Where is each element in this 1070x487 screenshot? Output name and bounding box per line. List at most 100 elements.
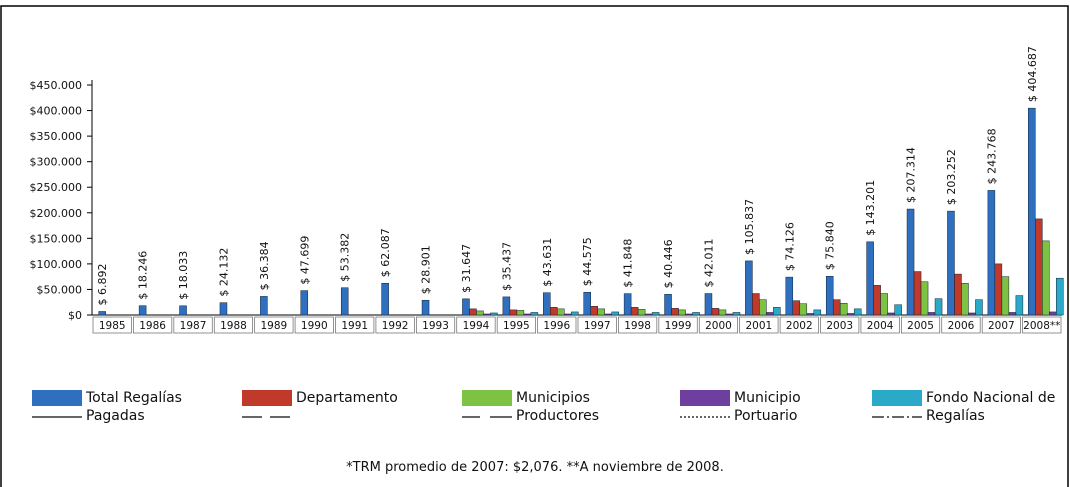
bar — [825, 275, 834, 316]
bar — [1035, 218, 1043, 316]
frame — [0, 5, 1069, 487]
bar — [138, 305, 147, 316]
value-label: $ 47.699 — [298, 236, 311, 285]
bar — [994, 263, 1003, 316]
bar — [866, 241, 874, 316]
bar — [469, 308, 477, 316]
category-cell — [698, 316, 739, 334]
bar — [718, 309, 727, 316]
x-tick-label: 1995 — [503, 320, 530, 332]
bar — [421, 299, 430, 316]
category-cell — [900, 316, 941, 334]
bar — [502, 296, 511, 316]
category-cell — [739, 316, 779, 334]
y-tick-label: $300.000 — [30, 156, 83, 169]
x-tick-label: 1994 — [463, 320, 490, 332]
category-cell — [820, 316, 860, 334]
value-label: $ 40.446 — [662, 239, 675, 288]
bar — [583, 291, 591, 316]
bar — [637, 309, 646, 316]
value-label: $ 6.892 — [96, 263, 109, 305]
bar — [906, 208, 915, 316]
value-label: $ 143.201 — [864, 180, 877, 236]
bar — [490, 312, 498, 316]
value-label: $ 74.126 — [783, 222, 796, 271]
y-tick-label: $0 — [68, 309, 82, 322]
x-tick-label: 2000 — [705, 320, 732, 332]
category-cell — [254, 316, 294, 334]
bar — [1028, 107, 1036, 316]
category-cell — [456, 316, 496, 334]
category-cell — [1022, 316, 1062, 334]
legend-label: Municipios Productores — [516, 390, 600, 424]
value-label: $ 62.087 — [379, 228, 392, 277]
bar — [711, 308, 720, 316]
bar — [590, 306, 598, 316]
bar — [934, 298, 943, 316]
bar — [799, 303, 808, 316]
y-tick-label: $50.000 — [37, 283, 83, 296]
y-tick-label: $350.000 — [30, 130, 83, 143]
bar — [564, 313, 572, 316]
x-tick-label: 1999 — [665, 320, 692, 332]
bar — [644, 313, 653, 316]
bar — [792, 300, 801, 316]
bar — [853, 308, 862, 316]
y-tick-label: $250.000 — [30, 181, 83, 194]
legend-swatch — [462, 390, 512, 406]
bar — [678, 309, 686, 316]
y-tick-label: $400.000 — [30, 105, 83, 118]
bar — [557, 308, 565, 316]
bar — [913, 271, 922, 316]
x-tick-label: 2006 — [948, 320, 975, 332]
legend-label: Fondo Nacional de Regalías — [926, 390, 1056, 424]
bar — [813, 309, 822, 316]
x-tick-label: 1992 — [382, 320, 409, 332]
bar — [704, 293, 713, 316]
bar — [894, 304, 902, 316]
value-label: $ 207.314 — [905, 147, 918, 203]
x-tick-label: 1987 — [180, 320, 207, 332]
bar — [179, 305, 187, 316]
x-tick-label: 2003 — [826, 320, 853, 332]
bar — [732, 312, 741, 316]
category-cell — [92, 316, 132, 334]
x-tick-label: 1991 — [341, 320, 368, 332]
y-tick-label: $450.000 — [30, 79, 83, 92]
category-cell — [335, 316, 375, 334]
x-tick-label: 2001 — [746, 320, 773, 332]
value-label: $ 53.382 — [339, 233, 352, 282]
category-cell — [537, 316, 577, 334]
legend-label: Total Regalías Pagadas — [86, 390, 182, 424]
bar — [571, 311, 579, 316]
value-label: $ 24.132 — [217, 248, 230, 297]
bar — [483, 313, 491, 316]
bar — [968, 312, 976, 316]
category-cell — [981, 316, 1021, 334]
x-tick-label: 2007 — [988, 320, 1015, 332]
legend-swatch — [680, 390, 730, 406]
value-label: $ 41.848 — [622, 239, 635, 288]
bar — [381, 283, 389, 316]
x-tick-label: 1985 — [99, 320, 126, 332]
bar — [530, 312, 539, 316]
bar — [509, 309, 518, 316]
y-tick-label: $100.000 — [30, 258, 83, 271]
bar — [759, 299, 767, 316]
x-tick-label: 1990 — [301, 320, 328, 332]
bar — [1015, 295, 1024, 316]
bar — [611, 311, 619, 316]
bar — [725, 313, 734, 316]
bar — [752, 293, 760, 316]
bar — [597, 308, 605, 316]
bar — [550, 307, 558, 316]
category-cell — [173, 316, 213, 334]
value-label: $ 44.575 — [581, 237, 594, 286]
bar — [1001, 276, 1010, 316]
bar — [961, 283, 969, 316]
category-cell — [860, 316, 900, 334]
y-tick-label: $150.000 — [30, 232, 83, 245]
value-label: $ 243.768 — [985, 128, 998, 184]
category-cell — [294, 316, 334, 334]
value-label: $ 18.246 — [137, 251, 150, 300]
